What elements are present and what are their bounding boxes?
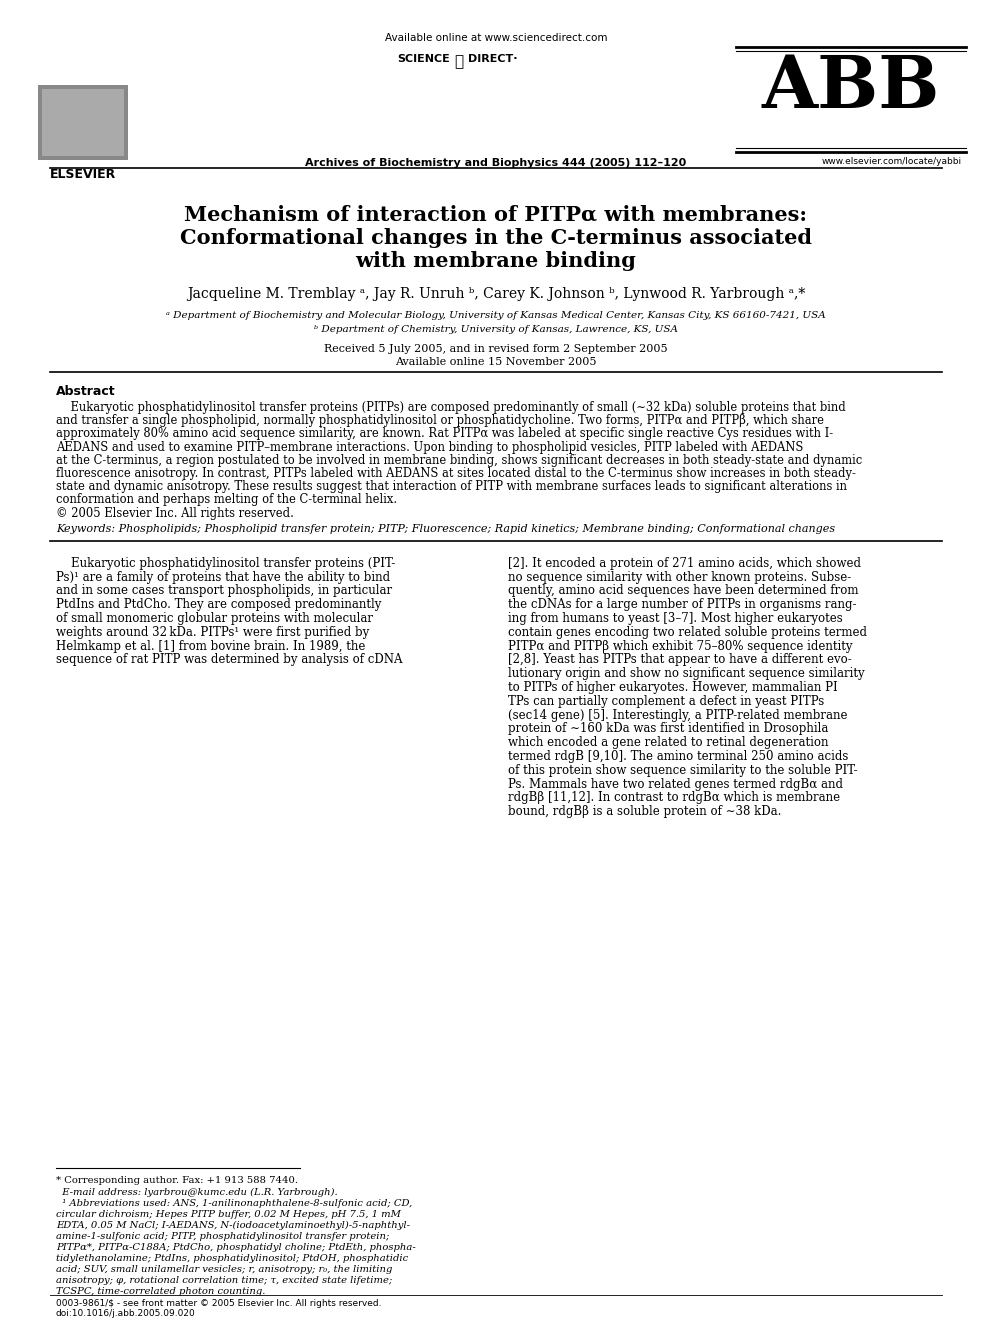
Text: with membrane binding: with membrane binding: [355, 251, 637, 271]
Bar: [38, 85, 128, 160]
Text: circular dichroism; Hepes PITP buffer, 0.02 M Hepes, pH 7.5, 1 mM: circular dichroism; Hepes PITP buffer, 0…: [56, 1211, 401, 1218]
Text: (sec14 gene) [5]. Interestingly, a PITP-related membrane: (sec14 gene) [5]. Interestingly, a PITP-…: [508, 709, 847, 721]
Text: PITPα and PITPβ which exhibit 75–80% sequence identity: PITPα and PITPβ which exhibit 75–80% seq…: [508, 639, 852, 652]
Text: Ps. Mammals have two related genes termed rdgBα and: Ps. Mammals have two related genes terme…: [508, 778, 843, 791]
Text: 0003-9861/$ - see front matter © 2005 Elsevier Inc. All rights reserved.: 0003-9861/$ - see front matter © 2005 El…: [56, 1299, 382, 1308]
Text: ABB: ABB: [762, 52, 940, 123]
Text: and in some cases transport phospholipids, in particular: and in some cases transport phospholipid…: [56, 585, 392, 598]
Text: acid; SUV, small unilamellar vesicles; r, anisotropy; r₀, the limiting: acid; SUV, small unilamellar vesicles; r…: [56, 1265, 393, 1274]
Text: protein of ∼160 kDa was first identified in Drosophila: protein of ∼160 kDa was first identified…: [508, 722, 828, 736]
Text: Helmkamp et al. [1] from bovine brain. In 1989, the: Helmkamp et al. [1] from bovine brain. I…: [56, 639, 365, 652]
Text: * Corresponding author. Fax: +1 913 588 7440.: * Corresponding author. Fax: +1 913 588 …: [56, 1176, 298, 1185]
Text: contain genes encoding two related soluble proteins termed: contain genes encoding two related solub…: [508, 626, 867, 639]
Text: doi:10.1016/j.abb.2005.09.020: doi:10.1016/j.abb.2005.09.020: [56, 1308, 195, 1318]
Text: weights around 32 kDa. PITPs¹ were first purified by: weights around 32 kDa. PITPs¹ were first…: [56, 626, 369, 639]
Text: E-mail address: lyarbrou@kumc.edu (L.R. Yarbrough).: E-mail address: lyarbrou@kumc.edu (L.R. …: [56, 1188, 337, 1196]
Text: tidylethanolamine; PtdIns, phosphatidylinositol; PtdOH, phosphatidic: tidylethanolamine; PtdIns, phosphatidyli…: [56, 1254, 409, 1263]
Text: Eukaryotic phosphatidylinositol transfer proteins (PIT-: Eukaryotic phosphatidylinositol transfer…: [56, 557, 396, 570]
Text: anisotropy; φ, rotational correlation time; τ, excited state lifetime;: anisotropy; φ, rotational correlation ti…: [56, 1275, 392, 1285]
Text: Received 5 July 2005, and in revised form 2 September 2005: Received 5 July 2005, and in revised for…: [324, 344, 668, 355]
Text: PITPα*, PITPα-C188A; PtdCho, phosphatidyl choline; PtdEth, phospha-: PITPα*, PITPα-C188A; PtdCho, phosphatidy…: [56, 1244, 416, 1252]
Text: Jacqueline M. Tremblay ᵃ, Jay R. Unruh ᵇ, Carey K. Johnson ᵇ, Lynwood R. Yarbrou: Jacqueline M. Tremblay ᵃ, Jay R. Unruh ᵇ…: [186, 287, 806, 302]
Text: ᵇ Department of Chemistry, University of Kansas, Lawrence, KS, USA: ᵇ Department of Chemistry, University of…: [314, 325, 678, 333]
Text: no sequence similarity with other known proteins. Subse-: no sequence similarity with other known …: [508, 570, 851, 583]
Text: © 2005 Elsevier Inc. All rights reserved.: © 2005 Elsevier Inc. All rights reserved…: [56, 507, 294, 520]
Text: approximately 80% amino acid sequence similarity, are known. Rat PITPα was label: approximately 80% amino acid sequence si…: [56, 427, 833, 441]
Text: at the C-terminus, a region postulated to be involved in membrane binding, shows: at the C-terminus, a region postulated t…: [56, 454, 862, 467]
Text: ⓐ: ⓐ: [454, 54, 463, 69]
Text: ᵃ Department of Biochemistry and Molecular Biology, University of Kansas Medical: ᵃ Department of Biochemistry and Molecul…: [166, 311, 826, 320]
Text: DIRECT·: DIRECT·: [468, 54, 518, 64]
Text: Available online at www.sciencedirect.com: Available online at www.sciencedirect.co…: [385, 33, 607, 44]
Text: and transfer a single phospholipid, normally phosphatidylinositol or phosphatidy: and transfer a single phospholipid, norm…: [56, 414, 824, 427]
Text: Available online 15 November 2005: Available online 15 November 2005: [395, 357, 597, 366]
Text: bound, rdgBβ is a soluble protein of ∼38 kDa.: bound, rdgBβ is a soluble protein of ∼38…: [508, 806, 782, 818]
Text: PtdIns and PtdCho. They are composed predominantly: PtdIns and PtdCho. They are composed pre…: [56, 598, 381, 611]
Text: rdgBβ [11,12]. In contrast to rdgBα which is membrane: rdgBβ [11,12]. In contrast to rdgBα whic…: [508, 791, 840, 804]
Text: www.elsevier.com/locate/yabbi: www.elsevier.com/locate/yabbi: [822, 157, 962, 165]
Text: [2,8]. Yeast has PITPs that appear to have a different evo-: [2,8]. Yeast has PITPs that appear to ha…: [508, 654, 852, 667]
Text: Ps)¹ are a family of proteins that have the ability to bind: Ps)¹ are a family of proteins that have …: [56, 570, 390, 583]
Text: Mechanism of interaction of PITPα with membranes:: Mechanism of interaction of PITPα with m…: [185, 205, 807, 225]
Text: EDTA, 0.05 M NaCl; I-AEDANS, N-(iodoacetylaminoethyl)-5-naphthyl-: EDTA, 0.05 M NaCl; I-AEDANS, N-(iodoacet…: [56, 1221, 410, 1230]
Text: state and dynamic anisotropy. These results suggest that interaction of PITP wit: state and dynamic anisotropy. These resu…: [56, 480, 847, 493]
Text: amine-1-sulfonic acid; PITP, phosphatidylinositol transfer protein;: amine-1-sulfonic acid; PITP, phosphatidy…: [56, 1232, 390, 1241]
Text: [2]. It encoded a protein of 271 amino acids, which showed: [2]. It encoded a protein of 271 amino a…: [508, 557, 861, 570]
Text: ing from humans to yeast [3–7]. Most higher eukaryotes: ing from humans to yeast [3–7]. Most hig…: [508, 613, 843, 624]
Text: of small monomeric globular proteins with molecular: of small monomeric globular proteins wit…: [56, 613, 373, 624]
Text: lutionary origin and show no significant sequence similarity: lutionary origin and show no significant…: [508, 667, 865, 680]
Text: ¹ Abbreviations used: ANS, 1-anilinonaphthalene-8-sulfonic acid; CD,: ¹ Abbreviations used: ANS, 1-anilinonaph…: [56, 1199, 413, 1208]
Text: Abstract: Abstract: [56, 385, 116, 398]
Text: of this protein show sequence similarity to the soluble PIT-: of this protein show sequence similarity…: [508, 763, 858, 777]
Text: the cDNAs for a large number of PITPs in organisms rang-: the cDNAs for a large number of PITPs in…: [508, 598, 856, 611]
Text: termed rdgB [9,10]. The amino terminal 250 amino acids: termed rdgB [9,10]. The amino terminal 2…: [508, 750, 848, 763]
Text: fluorescence anisotropy. In contrast, PITPs labeled with AEDANS at sites located: fluorescence anisotropy. In contrast, PI…: [56, 467, 856, 480]
Text: sequence of rat PITP was determined by analysis of cDNA: sequence of rat PITP was determined by a…: [56, 654, 403, 667]
Text: Keywords: Phospholipids; Phospholipid transfer protein; PITP; Fluorescence; Rapi: Keywords: Phospholipids; Phospholipid tr…: [56, 524, 835, 533]
Text: Archives of Biochemistry and Biophysics 444 (2005) 112–120: Archives of Biochemistry and Biophysics …: [306, 157, 686, 168]
Text: Eukaryotic phosphatidylinositol transfer proteins (PITPs) are composed predomina: Eukaryotic phosphatidylinositol transfer…: [56, 401, 846, 414]
Text: TPs can partially complement a defect in yeast PITPs: TPs can partially complement a defect in…: [508, 695, 824, 708]
Text: conformation and perhaps melting of the C-terminal helix.: conformation and perhaps melting of the …: [56, 493, 397, 507]
Text: AEDANS and used to examine PITP–membrane interactions. Upon binding to phospholi: AEDANS and used to examine PITP–membrane…: [56, 441, 804, 454]
Text: Conformational changes in the C-terminus associated: Conformational changes in the C-terminus…: [180, 228, 812, 247]
Text: quently, amino acid sequences have been determined from: quently, amino acid sequences have been …: [508, 585, 858, 598]
Text: to PITPs of higher eukaryotes. However, mammalian PI: to PITPs of higher eukaryotes. However, …: [508, 681, 838, 695]
Text: ELSEVIER: ELSEVIER: [50, 168, 116, 181]
Text: SCIENCE: SCIENCE: [397, 54, 450, 64]
Text: which encoded a gene related to retinal degeneration: which encoded a gene related to retinal …: [508, 736, 828, 749]
Text: TCSPC, time-correlated photon counting.: TCSPC, time-correlated photon counting.: [56, 1287, 266, 1297]
Bar: [42, 89, 124, 156]
